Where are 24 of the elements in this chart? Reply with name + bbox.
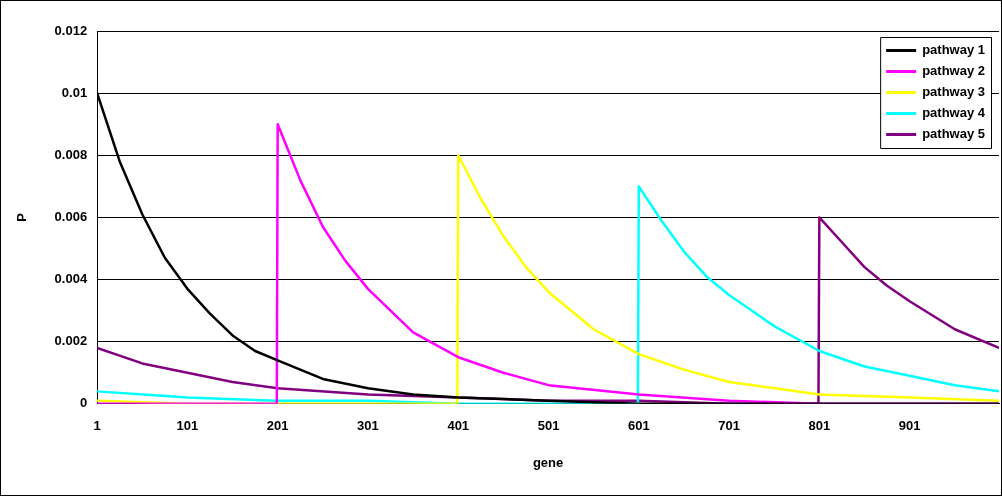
x-tick-label: 901 (898, 417, 921, 433)
x-tick-label: 301 (357, 417, 379, 433)
y-tick-label: 0.006 (54, 208, 88, 224)
x-tick-label: 501 (537, 417, 560, 433)
legend-label: pathway 2 (922, 63, 985, 79)
y-tick-label: 0 (79, 395, 88, 411)
x-tick-label: 401 (447, 417, 470, 433)
y-tick-label: 0.002 (54, 333, 88, 349)
x-tick-label: 801 (808, 417, 831, 433)
x-tick-label: 201 (266, 417, 289, 433)
legend-label: pathway 1 (922, 42, 985, 58)
x-tick-label: 701 (718, 417, 740, 433)
legend-label: pathway 3 (922, 84, 985, 100)
legend-label: pathway 4 (922, 105, 986, 121)
legend-label: pathway 5 (922, 126, 985, 142)
y-tick-label: 0.012 (54, 22, 88, 38)
y-tick-label: 0.008 (54, 146, 88, 162)
y-axis-title: P (14, 212, 30, 222)
x-axis-title: gene (532, 454, 564, 470)
y-tick-label: 0.01 (61, 84, 88, 100)
y-tick-label: 0.004 (54, 271, 88, 287)
x-tick-label: 101 (176, 417, 199, 433)
x-tick-label: 601 (627, 417, 650, 433)
x-tick-label: 1 (93, 417, 101, 433)
